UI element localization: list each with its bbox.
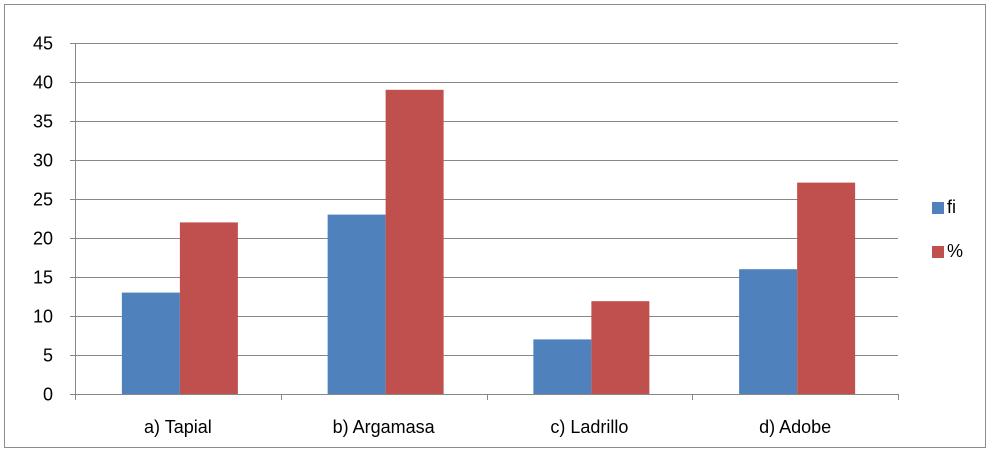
bar-fi-2 xyxy=(327,214,386,394)
x-tick-label: a) Tapial xyxy=(144,417,212,437)
y-tick-label: 20 xyxy=(33,229,53,249)
y-tick-label: 45 xyxy=(33,34,53,54)
bar-fi-3 xyxy=(533,339,592,394)
bar-fi-1 xyxy=(121,292,180,394)
x-tick-label: b) Argamasa xyxy=(333,417,436,437)
y-tick-label: 0 xyxy=(43,385,53,405)
x-tick-label: c) Ladrillo xyxy=(550,417,628,437)
bar-percent-3 xyxy=(591,301,650,394)
legend: fi% xyxy=(932,197,963,261)
legend-swatch xyxy=(932,246,944,258)
axes: 0 5 10 15 20 25 30 35 40 45 a) Tapial b) Argamasa c)… xyxy=(33,34,899,437)
bar-percent-4 xyxy=(797,182,856,394)
y-tick-label: 25 xyxy=(33,190,53,210)
y-tick-label: 5 xyxy=(43,346,53,366)
x-tick-label: d) Adobe xyxy=(759,417,831,437)
bar-fi-4 xyxy=(739,269,798,394)
y-tick-label: 30 xyxy=(33,151,53,171)
y-tick-label: 40 xyxy=(33,73,53,93)
y-tick-label: 35 xyxy=(33,112,53,132)
y-tick-label: 10 xyxy=(33,307,53,327)
bar-percent-1 xyxy=(179,222,238,394)
legend-swatch xyxy=(932,202,944,214)
legend-label: % xyxy=(947,241,963,261)
bars xyxy=(121,89,856,395)
legend-label: fi xyxy=(947,197,956,217)
bar-percent-2 xyxy=(385,89,444,395)
y-tick-label: 15 xyxy=(33,268,53,288)
